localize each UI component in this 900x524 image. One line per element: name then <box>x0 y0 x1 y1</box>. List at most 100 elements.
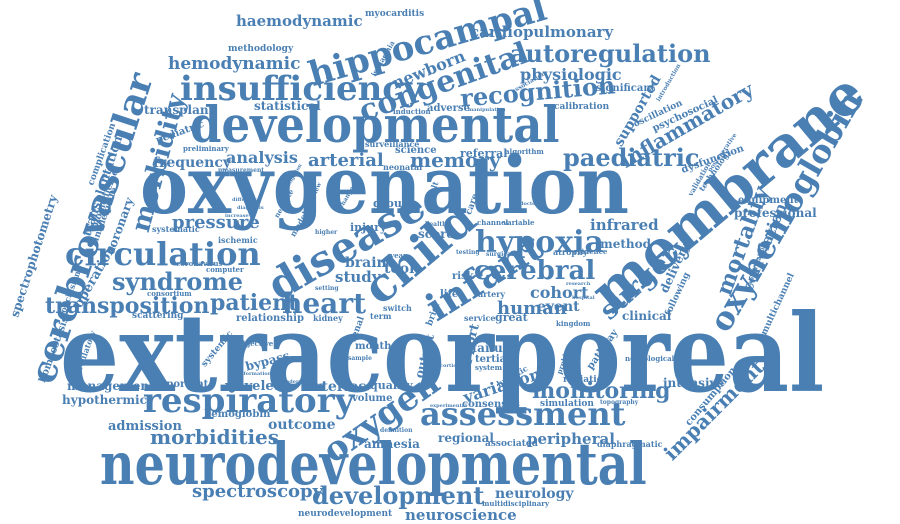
word-hemodynamic: hemodynamic <box>168 54 301 74</box>
word-service: service <box>464 313 496 323</box>
word-patient: patient <box>210 290 299 316</box>
word-artery: artery <box>478 289 506 299</box>
word-difference: difference <box>232 197 261 203</box>
word-ischemic: ischemic <box>218 235 258 245</box>
word-neurodevelopmental: neurodevelopmental <box>100 430 647 498</box>
word-associated: associated <box>485 439 538 449</box>
word-year: year <box>390 251 407 260</box>
word-switch: switch <box>383 303 412 313</box>
word-significant: significant <box>596 83 656 94</box>
word-month: month <box>355 341 392 352</box>
word-neuroscience: neuroscience <box>405 506 517 524</box>
word-quality: quality <box>370 379 413 392</box>
word-neurological: neurological <box>625 354 675 363</box>
word-evidence: evidence <box>573 247 608 256</box>
word-statistical: statistical <box>254 99 321 113</box>
word-health: health <box>425 221 447 228</box>
word-method: method <box>600 237 651 251</box>
word-infrared: infrared <box>590 216 659 234</box>
word-monitoring: monitoring <box>532 378 671 404</box>
word-peripheral: peripheral <box>527 430 615 448</box>
word-cohort: cohort <box>530 283 589 302</box>
word-referral: referral <box>460 147 508 160</box>
word-development: development <box>312 481 485 510</box>
word-injury: injury <box>350 221 387 234</box>
word-amnesia: amnesia <box>364 437 420 451</box>
word-management: management <box>67 379 155 393</box>
word-volume: volume <box>352 393 393 404</box>
word-systematic: systematic <box>152 224 200 234</box>
word-higher: higher <box>315 229 338 236</box>
word-atrophy: atrophy <box>553 247 588 257</box>
word-research: research <box>566 281 591 287</box>
word-great: great <box>495 311 528 324</box>
word-scattering: scattering <box>132 311 184 321</box>
word-tertiary: tertiary <box>475 354 518 365</box>
word-preliminary: preliminary <box>183 144 229 153</box>
word-brain: brain <box>345 255 387 271</box>
word-neurodevelopment: neurodevelopment <box>298 509 393 519</box>
word-arterial: arterial <box>308 150 384 171</box>
word-algorithm: algorithm <box>505 147 544 156</box>
word-hypoxia: hypoxia <box>475 225 604 260</box>
word-computer: computer <box>206 265 244 274</box>
word-cardiopulmonary: cardiopulmonary <box>470 23 614 41</box>
word-consortium: consortium <box>147 289 192 298</box>
word-transposition: transposition <box>45 293 210 319</box>
word-surgical: surgical <box>486 251 514 258</box>
word-admission: admission <box>108 419 182 434</box>
word-myocarditis: myocarditis <box>365 9 425 19</box>
word-transplant: transplant <box>144 103 215 117</box>
word-analysis: analysis <box>226 148 298 167</box>
word-professional: professional <box>734 206 817 220</box>
word-hypothermic: hypothermic <box>62 393 147 407</box>
word-score: score <box>418 227 455 241</box>
word-kingdom: kingdom <box>556 319 591 328</box>
word-morbidities: morbidities <box>150 425 280 449</box>
word-extracorporeal: extracorporeal <box>60 291 825 417</box>
word-definition: definition <box>380 427 413 434</box>
word-undergoing: undergoing <box>282 379 315 385</box>
word-important: important <box>152 379 209 390</box>
word-induction: induction <box>393 107 431 116</box>
word-multidisciplinary: multidisciplinary <box>482 499 550 508</box>
word-wavelet: wavelet <box>225 379 280 394</box>
word-calibration: calibration <box>554 102 610 112</box>
word-information: information <box>238 371 272 377</box>
word-regional: regional <box>438 431 494 445</box>
word-diagnosis: diagnosis <box>237 205 264 211</box>
word-coronavirus: coronavirus <box>176 259 223 268</box>
word-tool: tool <box>384 261 415 277</box>
word-measurement: measurement <box>218 167 265 174</box>
word-consensus: consensus <box>462 399 520 410</box>
word-cortical: cortical <box>440 363 462 369</box>
word-physiologic: physiologic <box>520 65 622 84</box>
word-sample: sample <box>348 355 372 362</box>
word-testing: testing <box>456 249 480 256</box>
word-human: human <box>497 298 567 319</box>
word-group: group <box>373 197 410 210</box>
word-methodology: methodology <box>228 44 294 54</box>
word-arteries: arteries <box>305 379 367 395</box>
word-simulation: simulation <box>540 399 594 409</box>
word-cerebral: cerebral <box>474 256 596 286</box>
word-study: study <box>335 268 381 286</box>
word-doctor: doctor <box>520 201 539 207</box>
word-clinical: clinical <box>622 309 672 323</box>
word-memory: memory <box>410 148 501 172</box>
word-setting: setting <box>315 285 339 292</box>
word-insufficiency: insufficiency <box>180 69 423 109</box>
word-channel: channel <box>477 218 509 227</box>
word-life: life <box>440 289 459 300</box>
word-autoregulation: autoregulation <box>510 39 711 68</box>
word-objective: objective <box>238 339 274 348</box>
word-manipulation: manipulation <box>468 107 506 113</box>
word-experimental: experimental <box>430 403 467 409</box>
word-paediatric: paediatric <box>563 143 700 172</box>
word-adverse: adverse <box>427 103 470 114</box>
word-haemodynamic: haemodynamic <box>236 12 363 30</box>
word-increase: increase <box>225 213 249 219</box>
word-neonatal: neonatal <box>383 162 423 172</box>
word-event: event <box>537 299 580 315</box>
